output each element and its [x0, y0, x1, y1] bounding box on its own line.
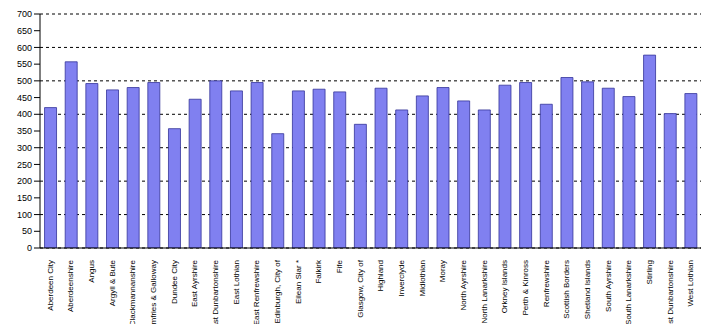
svg-text:Renfrewshire: Renfrewshire — [542, 259, 551, 307]
svg-text:Orkney Islands: Orkney Islands — [500, 260, 509, 313]
svg-text:North Lanarkshire: North Lanarkshire — [480, 259, 489, 323]
svg-text:150: 150 — [17, 193, 32, 203]
svg-text:Highland: Highland — [376, 260, 385, 292]
svg-text:100: 100 — [17, 210, 32, 220]
svg-text:West Dunbartonshire: West Dunbartonshire — [666, 259, 675, 324]
svg-text:Clackmannanshire: Clackmannanshire — [128, 259, 137, 324]
svg-text:550: 550 — [17, 59, 32, 69]
svg-text:600: 600 — [17, 43, 32, 53]
svg-text:Aberdeen City: Aberdeen City — [46, 260, 55, 311]
svg-text:650: 650 — [17, 26, 32, 36]
svg-text:Falkirk: Falkirk — [314, 259, 323, 284]
svg-text:Argyll & Bute: Argyll & Bute — [108, 259, 117, 306]
svg-text:Glasgow, City of: Glasgow, City of — [356, 259, 365, 318]
svg-text:North Ayrshire: North Ayrshire — [459, 259, 468, 310]
svg-text:Dumfries & Galloway: Dumfries & Galloway — [149, 260, 158, 324]
svg-text:South Ayrshire: South Ayrshire — [604, 259, 613, 311]
svg-text:Fife: Fife — [335, 259, 344, 273]
svg-text:West Lothian: West Lothian — [686, 260, 695, 307]
svg-text:400: 400 — [17, 109, 32, 119]
svg-text:Dundee City: Dundee City — [170, 260, 179, 304]
svg-text:500: 500 — [17, 76, 32, 86]
svg-text:East Renfrewshire: East Renfrewshire — [252, 259, 261, 324]
svg-text:Midlothian: Midlothian — [418, 260, 427, 296]
svg-text:350: 350 — [17, 126, 32, 136]
svg-text:Stirling: Stirling — [645, 260, 654, 284]
svg-text:East Lothian: East Lothian — [232, 260, 241, 304]
svg-text:250: 250 — [17, 160, 32, 170]
svg-text:50: 50 — [22, 226, 32, 236]
svg-text:300: 300 — [17, 143, 32, 153]
svg-text:East Dunbartonshire: East Dunbartonshire — [211, 259, 220, 324]
svg-text:Shetland Islands: Shetland Islands — [583, 260, 592, 319]
svg-text:Edinburgh, City of: Edinburgh, City of — [273, 259, 282, 323]
svg-text:Scottish Borders: Scottish Borders — [562, 260, 571, 319]
svg-text:East Ayrshire: East Ayrshire — [190, 259, 199, 307]
svg-text:Eilean Siar *: Eilean Siar * — [294, 260, 303, 304]
svg-text:Inverclyde: Inverclyde — [397, 259, 406, 296]
svg-text:Aberdeenshire: Aberdeenshire — [66, 259, 75, 312]
svg-text:450: 450 — [17, 93, 32, 103]
svg-text:Moray: Moray — [438, 260, 447, 282]
svg-text:Perth & Kinross: Perth & Kinross — [521, 260, 530, 316]
svg-text:700: 700 — [17, 9, 32, 19]
svg-text:Angus: Angus — [87, 260, 96, 283]
svg-text:0: 0 — [27, 243, 32, 253]
svg-text:200: 200 — [17, 176, 32, 186]
svg-text:South Lanarkshire: South Lanarkshire — [624, 259, 633, 324]
